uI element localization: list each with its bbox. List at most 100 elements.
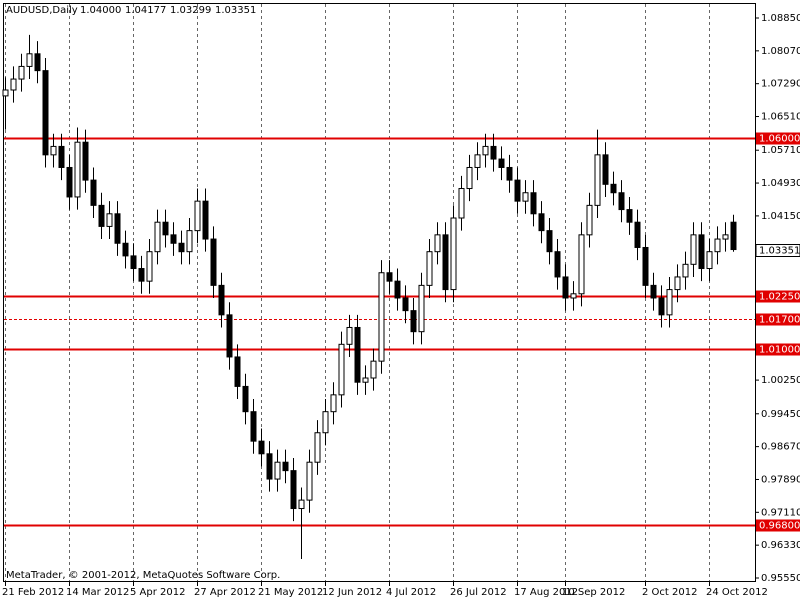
y-tick-label: 0.97890 <box>761 474 800 485</box>
candle-body <box>714 238 721 253</box>
candle-body <box>82 141 89 181</box>
candle-body <box>2 89 9 97</box>
candle-body <box>226 314 233 358</box>
y-tick-label: 0.97110 <box>761 507 800 518</box>
level-label: 0.96800 <box>759 521 800 532</box>
candle-body <box>74 141 81 198</box>
candle-body <box>610 183 617 194</box>
candle-body <box>410 310 417 333</box>
candle-body <box>266 453 273 480</box>
candle-body <box>434 234 441 253</box>
candle-body <box>618 192 625 211</box>
candle-body <box>210 238 217 286</box>
candle-body <box>490 145 497 160</box>
x-tick-label: 2 Oct 2012 <box>642 587 697 598</box>
y-tick-label: 1.00250 <box>761 375 800 386</box>
candle-body <box>10 78 17 91</box>
current-price: 1.03351 <box>759 246 800 257</box>
candle-body <box>506 166 513 181</box>
plot-frame <box>3 3 756 582</box>
candle-body <box>306 461 313 501</box>
candle-body <box>234 356 241 387</box>
ohlc-value: 1.03299 <box>170 5 211 16</box>
candle-body <box>658 297 665 316</box>
candle-body <box>114 213 121 244</box>
candle-body <box>370 360 377 379</box>
candle-body <box>378 272 385 362</box>
level-label-box <box>756 313 800 326</box>
level-label-box <box>756 343 800 356</box>
candle-body <box>90 179 97 206</box>
y-tick-label: 1.07290 <box>761 79 800 90</box>
candle-body <box>498 158 505 168</box>
candle-body <box>18 65 25 80</box>
level-label: 1.02250 <box>759 292 800 303</box>
candle-body <box>178 242 185 253</box>
candle-body <box>354 326 361 383</box>
ohlc-value: 1.03351 <box>215 5 256 16</box>
candle-body <box>634 221 641 248</box>
x-tick-label: 14 Mar 2012 <box>66 587 129 598</box>
y-tick-label: 0.95550 <box>761 573 800 584</box>
x-tick-label: 24 Oct 2012 <box>706 587 768 598</box>
candle-body <box>690 234 697 265</box>
candle-body <box>482 145 489 156</box>
candle-body <box>194 200 201 232</box>
candle-body <box>466 166 473 190</box>
ohlc-value: 1.04177 <box>125 5 166 16</box>
candle-body <box>122 242 129 257</box>
candle-body <box>282 461 289 472</box>
candle-body <box>186 230 193 253</box>
y-tick-label: 1.04150 <box>761 211 800 222</box>
x-tick-label: 10 Sep 2012 <box>562 587 625 598</box>
candle-body <box>522 192 529 202</box>
candle-body <box>42 70 49 156</box>
candle-body <box>562 276 569 299</box>
y-tick-label: 1.04930 <box>761 178 800 189</box>
candle-body <box>290 470 297 510</box>
candle-body <box>26 53 33 67</box>
y-tick-label: 0.96330 <box>761 540 800 551</box>
level-label: 1.01700 <box>759 315 800 326</box>
candle-body <box>170 234 177 244</box>
candle-body <box>458 188 465 219</box>
candle-body <box>546 230 553 253</box>
y-tick-label: 1.05710 <box>761 145 800 156</box>
candle-body <box>554 251 561 278</box>
candle-body <box>202 200 209 240</box>
candle-body <box>138 268 145 282</box>
y-tick-label: 1.08070 <box>761 46 800 57</box>
candle-body <box>642 246 649 286</box>
candle-body <box>50 145 57 156</box>
copyright: MetaTrader, © 2001-2012, MetaQuotes Soft… <box>6 570 280 581</box>
candle-body <box>394 280 401 299</box>
candle-body <box>674 276 681 291</box>
x-tick-label: 12 Jun 2012 <box>322 587 382 598</box>
level-label-box <box>756 290 800 303</box>
candle-body <box>130 255 137 270</box>
candle-body <box>578 234 585 295</box>
level-label-box <box>756 132 800 145</box>
level-label-box <box>756 519 800 532</box>
candle-body <box>666 289 673 316</box>
x-tick-label: 26 Jul 2012 <box>450 587 507 598</box>
candle-body <box>402 297 409 312</box>
candle-body <box>586 204 593 236</box>
x-tick-label: 27 Apr 2012 <box>194 587 256 598</box>
candle-body <box>474 154 481 168</box>
y-tick-label: 0.98670 <box>761 442 800 453</box>
candle-body <box>450 217 457 291</box>
candle-body <box>106 213 113 227</box>
x-tick-label: 5 Apr 2012 <box>130 587 185 598</box>
candle-body <box>682 263 689 278</box>
candle-body <box>314 432 321 463</box>
candle-body <box>34 53 41 72</box>
candle-body <box>362 377 369 383</box>
x-tick-label: 21 Feb 2012 <box>2 587 64 598</box>
candle-body <box>602 154 609 185</box>
y-tick-label: 0.99450 <box>761 409 800 420</box>
candle-body <box>346 326 353 345</box>
candle-body <box>730 221 737 251</box>
